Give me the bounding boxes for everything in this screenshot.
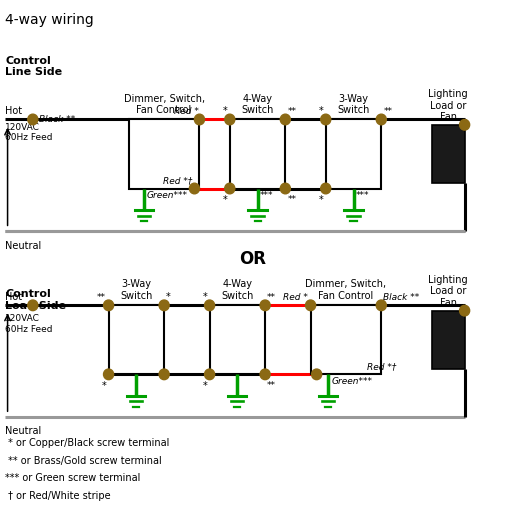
Circle shape xyxy=(306,300,316,311)
Text: *: * xyxy=(319,195,323,205)
Text: Black **: Black ** xyxy=(39,115,75,124)
Circle shape xyxy=(189,183,199,194)
Text: *: * xyxy=(319,106,323,116)
Text: Lighting
Load or
Fan: Lighting Load or Fan xyxy=(428,89,468,122)
Bar xyxy=(311,305,381,374)
Circle shape xyxy=(260,369,270,380)
Text: Black **: Black ** xyxy=(383,293,420,302)
Bar xyxy=(432,125,465,183)
Text: *: * xyxy=(223,195,227,205)
Text: 120VAC
60Hz Feed: 120VAC 60Hz Feed xyxy=(5,314,53,333)
Bar xyxy=(432,311,465,369)
Text: Dimmer, Switch,
Fan Control: Dimmer, Switch, Fan Control xyxy=(306,279,386,301)
Text: *: * xyxy=(203,292,207,302)
Circle shape xyxy=(321,183,331,194)
Text: *: * xyxy=(223,106,227,116)
Text: Red *†: Red *† xyxy=(163,176,192,185)
Text: ** or Brass/Gold screw terminal: ** or Brass/Gold screw terminal xyxy=(5,456,162,466)
Text: Neutral: Neutral xyxy=(5,426,41,436)
Circle shape xyxy=(376,114,386,125)
Circle shape xyxy=(260,300,270,311)
Circle shape xyxy=(321,114,331,125)
Text: **: ** xyxy=(288,107,297,116)
Text: Neutral: Neutral xyxy=(5,241,41,251)
Circle shape xyxy=(28,114,38,125)
Circle shape xyxy=(376,300,386,311)
Text: Hot: Hot xyxy=(5,292,22,302)
Bar xyxy=(230,119,285,189)
Text: 120VAC
60Hz Feed: 120VAC 60Hz Feed xyxy=(5,123,53,142)
Circle shape xyxy=(104,300,114,311)
Text: *: * xyxy=(102,381,106,391)
Text: **: ** xyxy=(267,381,276,390)
Bar xyxy=(129,119,199,189)
Text: Green***: Green*** xyxy=(332,377,373,386)
Circle shape xyxy=(312,369,322,380)
Circle shape xyxy=(280,114,290,125)
Text: Dimmer, Switch,
Fan Control: Dimmer, Switch, Fan Control xyxy=(124,93,205,115)
Circle shape xyxy=(205,300,215,311)
Circle shape xyxy=(194,114,205,125)
Circle shape xyxy=(159,300,169,311)
Circle shape xyxy=(159,369,169,380)
Circle shape xyxy=(460,305,470,316)
Circle shape xyxy=(225,183,235,194)
Bar xyxy=(326,119,381,189)
Circle shape xyxy=(104,369,114,380)
Text: OR: OR xyxy=(239,250,266,268)
Bar xyxy=(210,305,265,374)
Text: Hot: Hot xyxy=(5,106,22,116)
Text: 3-Way
Switch: 3-Way Switch xyxy=(120,279,153,301)
Text: Control
Load Side: Control Load Side xyxy=(5,289,66,311)
Text: **: ** xyxy=(267,293,276,302)
Text: Green***: Green*** xyxy=(146,191,187,200)
Text: ***: *** xyxy=(260,191,273,200)
Circle shape xyxy=(280,183,290,194)
Text: 4-Way
Switch: 4-Way Switch xyxy=(241,93,274,115)
Text: 3-Way
Switch: 3-Way Switch xyxy=(337,93,370,115)
Text: * or Copper/Black screw terminal: * or Copper/Black screw terminal xyxy=(5,438,169,448)
Text: 4-way wiring: 4-way wiring xyxy=(5,13,94,27)
Text: Lighting
Load or
Fan: Lighting Load or Fan xyxy=(428,275,468,308)
Text: Red *: Red * xyxy=(174,107,198,116)
Circle shape xyxy=(225,114,235,125)
Text: † or Red/White stripe: † or Red/White stripe xyxy=(5,491,111,501)
Text: Control
Line Side: Control Line Side xyxy=(5,56,62,78)
Circle shape xyxy=(205,369,215,380)
Text: *** or Green screw terminal: *** or Green screw terminal xyxy=(5,473,140,483)
Text: **: ** xyxy=(287,195,296,204)
Bar xyxy=(109,305,164,374)
Text: **: ** xyxy=(384,107,393,116)
Text: 4-Way
Switch: 4-Way Switch xyxy=(221,279,254,301)
Text: *: * xyxy=(166,292,171,302)
Text: **: ** xyxy=(97,293,106,302)
Circle shape xyxy=(460,119,470,130)
Text: Red *†: Red *† xyxy=(367,362,396,371)
Text: Red *: Red * xyxy=(283,293,308,302)
Text: ***: *** xyxy=(356,191,369,200)
Circle shape xyxy=(28,300,38,311)
Text: *: * xyxy=(203,381,207,391)
